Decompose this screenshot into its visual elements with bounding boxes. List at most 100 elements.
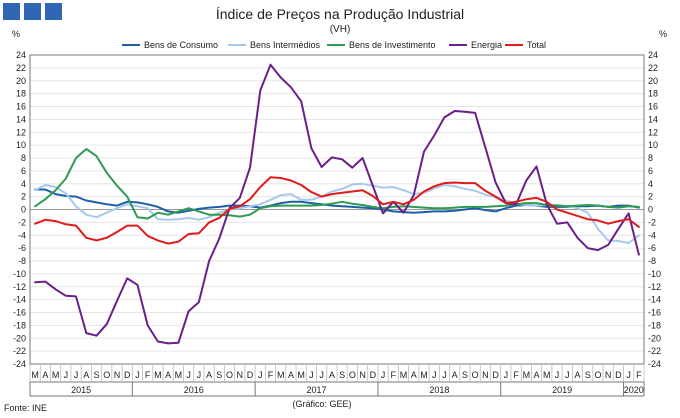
y-tick-label-right: -4	[648, 230, 656, 240]
logo-block-1	[3, 3, 20, 20]
y-tick-label-left: 10	[16, 140, 26, 150]
x-tick-label: N	[605, 370, 612, 380]
legend-label: Total	[527, 40, 546, 50]
y-tick-label-right: 8	[648, 153, 653, 163]
year-label: 2019	[552, 385, 572, 395]
series-line	[34, 176, 640, 245]
x-tick-label: J	[319, 370, 324, 380]
x-tick-label: A	[411, 370, 417, 380]
x-tick-label: A	[288, 370, 294, 380]
logo-block-2	[24, 3, 41, 20]
x-tick-label: D	[247, 370, 254, 380]
y-tick-label-right: 16	[648, 102, 658, 112]
x-tick-label: J	[555, 370, 560, 380]
x-tick-label: J	[197, 370, 202, 380]
x-tick-label: O	[103, 370, 110, 380]
y-tick-label-left: 22	[16, 63, 26, 73]
x-tick-label: S	[585, 370, 591, 380]
x-tick-label: J	[64, 370, 69, 380]
x-tick-label: A	[42, 370, 48, 380]
x-tick-label: J	[504, 370, 509, 380]
y-tick-label-right: -24	[648, 359, 661, 369]
series-line	[34, 182, 640, 244]
series-lines	[34, 63, 640, 345]
x-tick-label: D	[370, 370, 377, 380]
y-tick-label-right: -6	[648, 243, 656, 253]
y-tick-label-right: -2	[648, 217, 656, 227]
x-tick-label: M	[175, 370, 183, 380]
legend: Bens de Consumo Bens Intermédios Bens de I…	[122, 40, 546, 50]
year-label: 2020	[624, 385, 644, 395]
x-tick-label: O	[594, 370, 601, 380]
y-tick-label-left: -6	[18, 243, 26, 253]
y-tick-label-left: -20	[13, 333, 26, 343]
y-tick-label-right: 14	[648, 114, 658, 124]
x-tick-label: J	[135, 370, 140, 380]
x-tick-label: F	[391, 370, 397, 380]
x-tick-label: J	[258, 370, 263, 380]
x-tick-label: M	[31, 370, 39, 380]
x-tick-label: J	[74, 370, 79, 380]
x-tick-label: A	[165, 370, 171, 380]
x-tick-label: F	[636, 370, 642, 380]
x-tick-label: D	[492, 370, 499, 380]
x-tick-label: O	[472, 370, 479, 380]
y-tick-label-left: -8	[18, 256, 26, 266]
y-tick-label-right: 2	[648, 192, 653, 202]
y-tick-label-right: -8	[648, 256, 656, 266]
x-tick-label: S	[339, 370, 345, 380]
x-tick-label: N	[482, 370, 489, 380]
x-tick-label: A	[206, 370, 212, 380]
x-tick-label: M	[52, 370, 60, 380]
logo	[3, 3, 62, 20]
x-tick-label: F	[513, 370, 519, 380]
x-tick-label: J	[309, 370, 314, 380]
y-tick-label-left: -12	[13, 282, 26, 292]
y-tick-label-left: -14	[13, 295, 26, 305]
x-tick-label: A	[452, 370, 458, 380]
x-tick-label: F	[268, 370, 274, 380]
credit-note: (Gráfico: GEE)	[292, 399, 351, 409]
x-tick-label: A	[329, 370, 335, 380]
y-tick-label-left: -10	[13, 269, 26, 279]
x-tick-label: M	[400, 370, 408, 380]
series-line	[34, 63, 640, 345]
y-tick-label-right: -22	[648, 346, 661, 356]
y-tick-label-right: 20	[648, 76, 658, 86]
legend-label: Energia	[471, 40, 502, 50]
y-tick-label-left: 6	[21, 166, 26, 176]
year-label: 2016	[184, 385, 204, 395]
x-tick-label: M	[297, 370, 305, 380]
y-tick-label-left: 12	[16, 127, 26, 137]
y-tick-label-left: -22	[13, 346, 26, 356]
y-tick-label-left: 0	[21, 205, 26, 215]
grid	[29, 54, 645, 365]
y-tick-label-left: 20	[16, 76, 26, 86]
legend-label: Bens de Investimento	[349, 40, 436, 50]
x-tick-label: M	[154, 370, 162, 380]
y-tick-label-left: 14	[16, 114, 26, 124]
year-label: 2015	[71, 385, 91, 395]
y-tick-label-right: 18	[648, 89, 658, 99]
x-tick-label: F	[145, 370, 151, 380]
y-tick-label-left: 4	[21, 179, 26, 189]
y-tick-label-right: -10	[648, 269, 661, 279]
y-axis: -24 -24-22 -22-20 -20-18 -18-16 -16-14 -14-12-…	[13, 50, 661, 369]
y-tick-label-left: -16	[13, 308, 26, 318]
x-tick-label: M	[543, 370, 551, 380]
year-label: 2018	[429, 385, 449, 395]
y-axis-unit-right: %	[659, 29, 667, 39]
x-tick-label: M	[523, 370, 531, 380]
x-tick-label: J	[565, 370, 570, 380]
y-axis-unit-left: %	[12, 29, 20, 39]
y-tick-label-left: -18	[13, 320, 26, 330]
x-tick-label: A	[574, 370, 580, 380]
y-tick-label-left: 18	[16, 89, 26, 99]
x-tick-label: S	[94, 370, 100, 380]
y-tick-label-left: 8	[21, 153, 26, 163]
y-tick-label-right: -12	[648, 282, 661, 292]
x-tick-label: J	[432, 370, 437, 380]
x-tick-label: M	[420, 370, 428, 380]
x-tick-label: S	[216, 370, 222, 380]
